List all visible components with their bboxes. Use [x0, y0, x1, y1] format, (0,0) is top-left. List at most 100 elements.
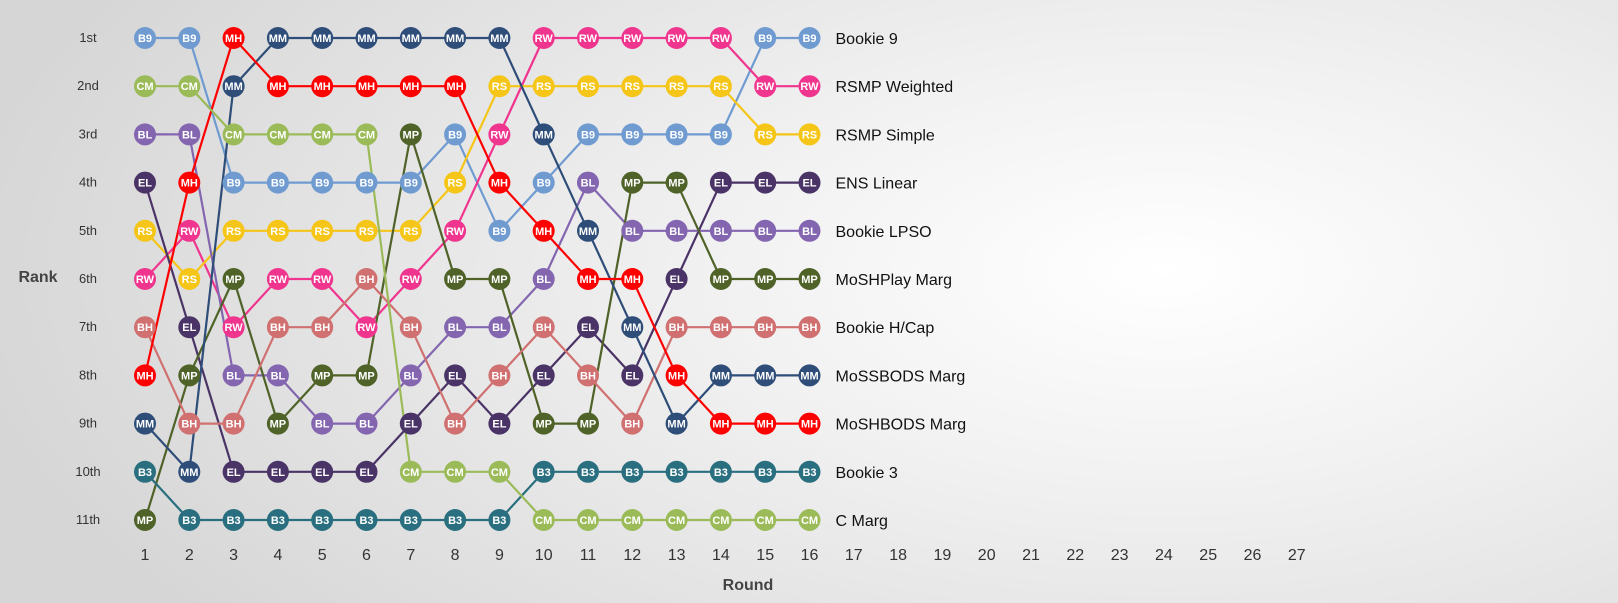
- rank-tick-label: 2nd: [77, 78, 99, 93]
- data-point-marker: [488, 268, 511, 290]
- data-point-label: CM: [181, 81, 198, 93]
- round-tick-label: 26: [1244, 547, 1262, 564]
- data-point: RW: [311, 268, 334, 290]
- data-point: BH: [621, 412, 644, 435]
- data-point-label: MP: [580, 419, 597, 431]
- data-point-marker: [222, 364, 245, 387]
- data-point: B3: [178, 509, 201, 531]
- data-point-marker: [754, 460, 777, 483]
- data-point-marker: [134, 171, 156, 194]
- data-point: BH: [665, 316, 688, 339]
- data-point: EL: [355, 460, 378, 483]
- data-point-marker: [311, 316, 334, 339]
- data-point-label: MP: [403, 129, 420, 141]
- data-point-marker: [444, 509, 467, 531]
- data-point: EL: [754, 171, 777, 194]
- data-point-marker: [754, 364, 777, 387]
- data-point: MH: [577, 268, 599, 290]
- data-point-marker: [621, 460, 644, 483]
- data-point-label: BH: [491, 370, 507, 382]
- data-point-label: RS: [669, 81, 684, 93]
- data-point-marker: [266, 27, 289, 49]
- series-line: [145, 85, 810, 522]
- data-point-marker: [488, 123, 511, 146]
- data-point: B3: [222, 509, 245, 531]
- data-point-marker: [444, 412, 467, 435]
- data-point: CM: [266, 123, 289, 146]
- round-tick-label: 23: [1111, 547, 1129, 564]
- data-point-label: B3: [182, 515, 196, 527]
- data-point: BH: [444, 412, 467, 435]
- series-name-label: RSMP Simple: [836, 127, 935, 144]
- data-point-marker: [621, 219, 644, 242]
- data-point: B3: [355, 509, 378, 531]
- data-point: EL: [798, 171, 821, 194]
- data-point: MM: [621, 316, 644, 339]
- data-point-label: B3: [227, 515, 241, 527]
- data-point-marker: [488, 219, 511, 242]
- data-point-label: B3: [802, 467, 816, 479]
- data-point-label: B3: [315, 515, 329, 527]
- data-point-label: RW: [225, 322, 244, 334]
- series-end-labels: Bookie 9 RSMP Weighted RSMP Simple ENS Line…: [836, 31, 967, 530]
- data-point-label: MH: [668, 370, 685, 382]
- x-axis-title: Round: [723, 577, 774, 594]
- round-tick-label: 12: [623, 547, 641, 564]
- data-point: B3: [488, 509, 511, 531]
- data-point-marker: [709, 171, 732, 194]
- data-point-marker: [665, 171, 688, 194]
- series-line: [143, 36, 810, 425]
- data-point-marker: [399, 364, 422, 387]
- data-point-label: MM: [269, 33, 287, 45]
- data-point-label: RW: [313, 274, 332, 286]
- data-point-label: B9: [802, 33, 816, 45]
- data-point: BH: [798, 316, 821, 339]
- round-tick-label: 11: [580, 547, 597, 564]
- data-point-marker: [355, 171, 378, 194]
- data-point: B3: [311, 509, 334, 531]
- data-point-label: RS: [758, 129, 773, 141]
- data-point-label: BL: [625, 226, 640, 238]
- data-point: MH: [709, 412, 732, 435]
- data-point-marker: [488, 316, 511, 339]
- data-point-marker: [355, 268, 378, 290]
- rank-tick-label: 11th: [76, 512, 100, 527]
- data-point-marker: [178, 27, 201, 49]
- data-point-marker: [754, 171, 777, 194]
- data-point-label: RS: [536, 81, 551, 93]
- data-point-label: BL: [359, 419, 374, 431]
- data-point-label: BH: [580, 370, 596, 382]
- data-point-label: MH: [535, 226, 552, 238]
- data-point-label: B3: [670, 467, 684, 479]
- data-point: MM: [134, 412, 156, 435]
- data-point-marker: [709, 316, 732, 339]
- data-point-marker: [178, 316, 201, 339]
- round-tick-label: 20: [978, 547, 996, 564]
- data-point-label: BH: [226, 419, 242, 431]
- series-lines: [143, 36, 810, 522]
- y-axis-title: Rank: [18, 269, 57, 286]
- data-point-label: RW: [668, 33, 687, 45]
- data-point-marker: [577, 123, 599, 146]
- data-point-label: BL: [802, 226, 817, 238]
- data-point-label: MH: [491, 178, 508, 190]
- data-point: B3: [266, 509, 289, 531]
- rank-tick-label: 4th: [79, 175, 97, 190]
- data-point-marker: [266, 316, 289, 339]
- data-point-marker: [444, 171, 467, 194]
- data-point-marker: [266, 75, 289, 98]
- data-point-marker: [266, 268, 289, 290]
- data-point-label: MM: [490, 33, 508, 45]
- data-point-marker: [266, 219, 289, 242]
- data-point-marker: [709, 509, 732, 531]
- data-point-label: RS: [447, 178, 462, 190]
- data-point: BL: [355, 412, 378, 435]
- data-point: MM: [709, 364, 732, 387]
- data-point-marker: [134, 27, 156, 49]
- data-point-marker: [444, 268, 467, 290]
- rank-tick-label: 6th: [79, 271, 97, 286]
- data-point-marker: [178, 75, 201, 98]
- data-point: BH: [311, 316, 334, 339]
- data-point-label: EL: [758, 178, 772, 190]
- data-point-marker: [798, 316, 821, 339]
